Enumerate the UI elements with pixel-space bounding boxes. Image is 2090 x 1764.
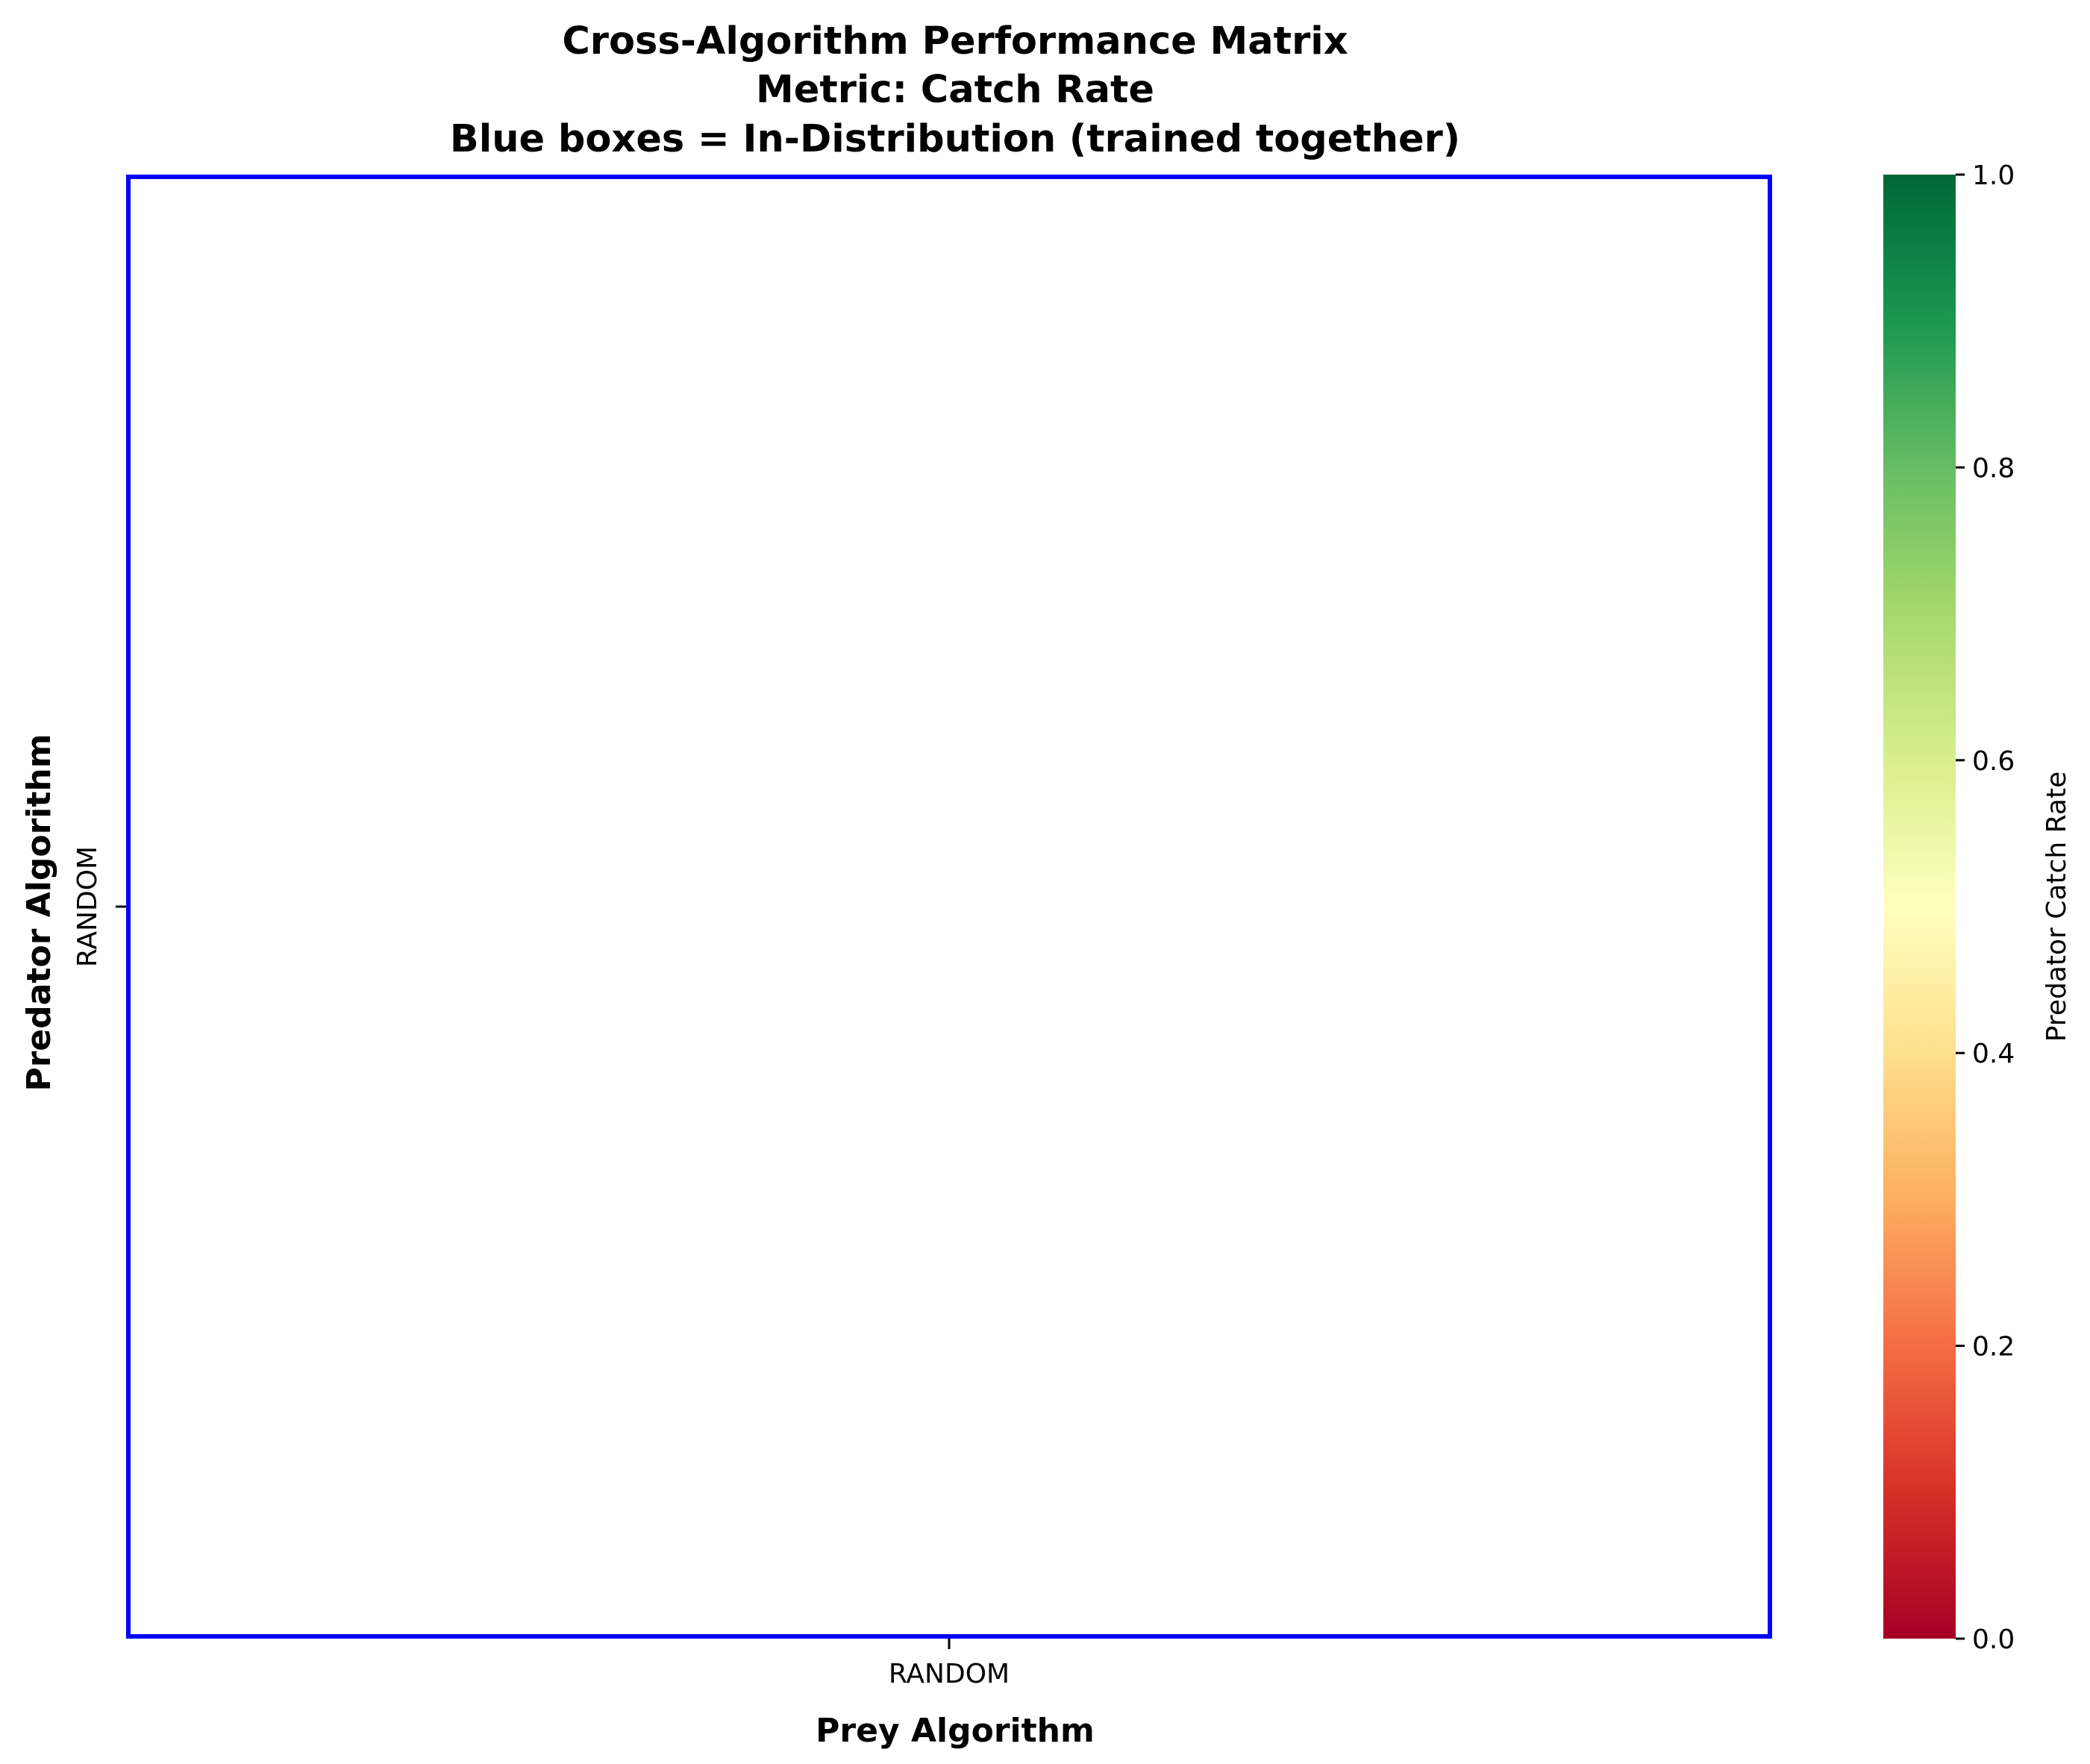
colorbar-tick-label: 1.0 bbox=[1972, 160, 2015, 191]
colorbar-label: Predator Catch Rate bbox=[2041, 772, 2072, 1042]
x-axis-title: Prey Algorithm bbox=[816, 1712, 1095, 1750]
y-axis-ticks: RANDOM bbox=[72, 846, 126, 967]
y-tick-label: RANDOM bbox=[72, 846, 103, 967]
colorbar-tick-label: 0.4 bbox=[1972, 1039, 2015, 1069]
heatmap-cells bbox=[126, 175, 1772, 1639]
chart-title-line-1: Cross-Algorithm Performance Matrix bbox=[562, 19, 1348, 63]
colorbar-tick-label: 0.2 bbox=[1972, 1332, 2015, 1363]
heatmap-cell bbox=[126, 175, 1772, 1639]
colorbar-ticks: 0.0 0.2 0.4 0.6 0.8 1.0 bbox=[1956, 160, 2015, 1655]
colorbar bbox=[1883, 175, 1956, 1639]
x-axis-ticks: RANDOM bbox=[889, 1639, 1010, 1689]
chart-title-line-3: Blue boxes = In-Distribution (trained to… bbox=[450, 117, 1460, 161]
colorbar-tick-label: 0.8 bbox=[1972, 453, 2015, 484]
colorbar-tick-label: 0.0 bbox=[1972, 1624, 2015, 1655]
chart-title-line-2: Metric: Catch Rate bbox=[756, 68, 1154, 112]
in-distribution-boxes bbox=[126, 175, 1772, 1639]
x-tick-label: RANDOM bbox=[889, 1659, 1010, 1689]
y-axis-title: Predator Algorithm bbox=[20, 734, 58, 1091]
colorbar-tick-label: 0.6 bbox=[1972, 746, 2015, 777]
in-distribution-box bbox=[126, 175, 1772, 1639]
